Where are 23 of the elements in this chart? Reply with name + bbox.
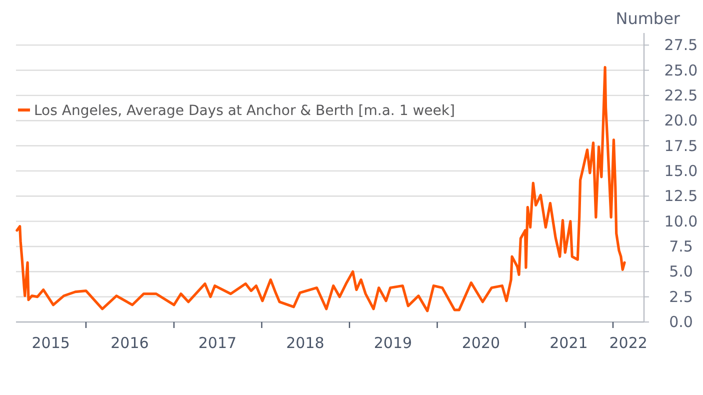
y-tick-label: 5.0 — [669, 262, 693, 281]
x-tick-label: 2022 — [609, 334, 648, 352]
x-tick-label: 2017 — [198, 334, 237, 352]
x-tick-label: 2020 — [462, 334, 500, 352]
y-axis-title: Number — [616, 9, 680, 28]
y-tick-label: 25.0 — [664, 61, 698, 80]
x-tick-label: 2016 — [110, 334, 149, 352]
y-tick-label: 0.0 — [669, 313, 693, 331]
y-tick-label: 2.5 — [669, 288, 693, 306]
y-tick-label: 27.5 — [664, 36, 698, 54]
y-tick-label: 17.5 — [664, 136, 698, 155]
y-tick-label: 20.0 — [664, 112, 698, 130]
legend-label: Los Angeles, Average Days at Anchor & Berth [m.a. 1 week] — [34, 103, 455, 119]
y-tick-label: 22.5 — [664, 86, 698, 104]
y-tick-label: 10.0 — [664, 212, 698, 230]
x-tick-label: 2015 — [32, 334, 70, 352]
y-tick-label: 15.0 — [664, 162, 698, 180]
x-tick-label: 2019 — [374, 334, 412, 352]
x-tick-label: 2018 — [286, 334, 324, 352]
y-tick-label: 7.5 — [669, 237, 693, 256]
line-series — [16, 66, 626, 312]
y-tick-label: 12.5 — [664, 187, 698, 206]
x-tick-label: 2021 — [550, 334, 588, 352]
